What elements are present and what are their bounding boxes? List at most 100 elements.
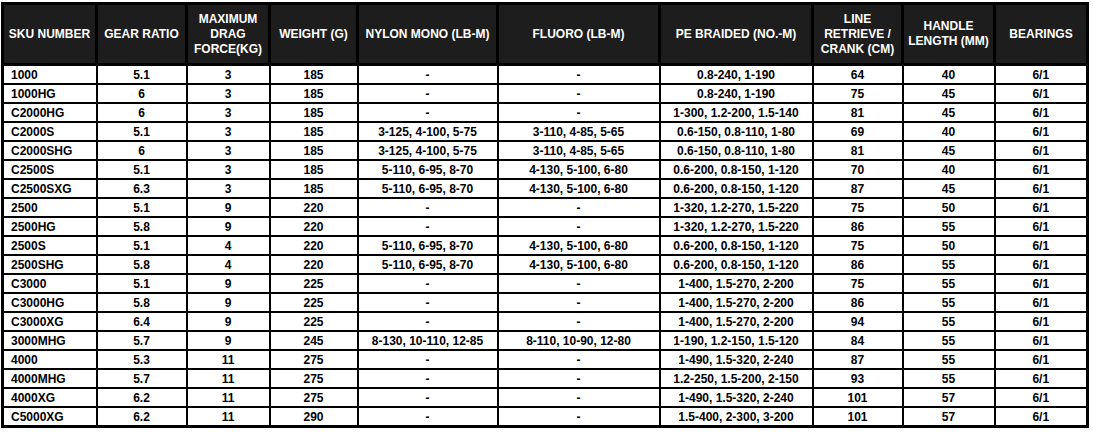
cell-max-drag: 9 [187, 312, 270, 331]
cell-line-retrieve: 84 [813, 331, 903, 350]
column-header-pe-braided: PE BRAIDED (NO.-M) [660, 4, 813, 65]
cell-nylon-mono: - [358, 350, 498, 369]
cell-weight: 220 [270, 217, 358, 236]
cell-handle-length: 57 [903, 388, 995, 407]
cell-gear-ratio: 5.8 [97, 293, 187, 312]
cell-nylon-mono: 5-110, 6-95, 8-70 [358, 160, 498, 179]
table-row: C3000HG5.89225--1-400, 1.5-270, 2-200865… [3, 293, 1088, 312]
cell-weight: 185 [270, 160, 358, 179]
table-row: 10005.13185--0.8-240, 1-19064406/1 [3, 65, 1088, 85]
header-row: SKU NUMBERGEAR RATIOMAXIMUM DRAG FORCE(K… [3, 4, 1088, 65]
cell-handle-length: 40 [903, 160, 995, 179]
cell-max-drag: 3 [187, 103, 270, 122]
cell-line-retrieve: 75 [813, 236, 903, 255]
cell-nylon-mono: 5-110, 6-95, 8-70 [358, 236, 498, 255]
cell-gear-ratio: 5.1 [97, 122, 187, 141]
cell-nylon-mono: - [358, 198, 498, 217]
cell-handle-length: 55 [903, 217, 995, 236]
cell-line-retrieve: 101 [813, 407, 903, 427]
cell-max-drag: 9 [187, 293, 270, 312]
cell-line-retrieve: 81 [813, 103, 903, 122]
cell-weight: 225 [270, 293, 358, 312]
cell-nylon-mono: - [358, 312, 498, 331]
cell-handle-length: 55 [903, 274, 995, 293]
cell-line-retrieve: 86 [813, 217, 903, 236]
cell-max-drag: 11 [187, 369, 270, 388]
cell-nylon-mono: 8-130, 10-110, 12-85 [358, 331, 498, 350]
cell-max-drag: 9 [187, 331, 270, 350]
table-body: 10005.13185--0.8-240, 1-19064406/11000HG… [3, 65, 1088, 427]
cell-line-retrieve: 69 [813, 122, 903, 141]
cell-fluoro: - [498, 84, 660, 103]
cell-line-retrieve: 87 [813, 350, 903, 369]
cell-bearings: 6/1 [995, 236, 1088, 255]
cell-fluoro: - [498, 407, 660, 427]
cell-line-retrieve: 75 [813, 198, 903, 217]
column-header-sku-number: SKU NUMBER [3, 4, 97, 65]
reel-spec-table: SKU NUMBERGEAR RATIOMAXIMUM DRAG FORCE(K… [1, 2, 1089, 428]
cell-weight: 220 [270, 255, 358, 274]
cell-weight: 245 [270, 331, 358, 350]
cell-pe-braided: 1.5-400, 2-300, 3-200 [660, 407, 813, 427]
cell-gear-ratio: 5.1 [97, 160, 187, 179]
cell-weight: 185 [270, 122, 358, 141]
cell-gear-ratio: 6 [97, 103, 187, 122]
cell-weight: 220 [270, 198, 358, 217]
cell-line-retrieve: 86 [813, 293, 903, 312]
cell-handle-length: 57 [903, 407, 995, 427]
cell-line-retrieve: 94 [813, 312, 903, 331]
cell-bearings: 6/1 [995, 179, 1088, 198]
cell-gear-ratio: 5.7 [97, 331, 187, 350]
cell-fluoro: - [498, 217, 660, 236]
cell-bearings: 6/1 [995, 255, 1088, 274]
cell-gear-ratio: 5.3 [97, 350, 187, 369]
cell-line-retrieve: 93 [813, 369, 903, 388]
cell-gear-ratio: 6.2 [97, 407, 187, 427]
cell-weight: 275 [270, 388, 358, 407]
cell-handle-length: 50 [903, 198, 995, 217]
cell-line-retrieve: 87 [813, 179, 903, 198]
cell-sku-number: C2500S [3, 160, 97, 179]
cell-bearings: 6/1 [995, 160, 1088, 179]
cell-line-retrieve: 75 [813, 274, 903, 293]
cell-weight: 185 [270, 84, 358, 103]
cell-sku-number: 2500HG [3, 217, 97, 236]
cell-max-drag: 11 [187, 350, 270, 369]
table-row: 4000MHG5.711275--1.2-250, 1.5-200, 2-150… [3, 369, 1088, 388]
cell-gear-ratio: 5.1 [97, 236, 187, 255]
cell-bearings: 6/1 [995, 198, 1088, 217]
cell-pe-braided: 1.2-250, 1.5-200, 2-150 [660, 369, 813, 388]
cell-nylon-mono: - [358, 65, 498, 85]
cell-handle-length: 40 [903, 122, 995, 141]
cell-gear-ratio: 6 [97, 84, 187, 103]
cell-max-drag: 4 [187, 236, 270, 255]
cell-gear-ratio: 5.1 [97, 198, 187, 217]
cell-handle-length: 45 [903, 179, 995, 198]
cell-handle-length: 45 [903, 103, 995, 122]
cell-nylon-mono: 3-125, 4-100, 5-75 [358, 122, 498, 141]
cell-pe-braided: 0.6-200, 0.8-150, 1-120 [660, 255, 813, 274]
cell-fluoro: - [498, 293, 660, 312]
cell-bearings: 6/1 [995, 274, 1088, 293]
cell-fluoro: - [498, 312, 660, 331]
cell-gear-ratio: 5.7 [97, 369, 187, 388]
table-row: C2000HG63185--1-300, 1.2-200, 1.5-140814… [3, 103, 1088, 122]
cell-fluoro: - [498, 198, 660, 217]
cell-line-retrieve: 64 [813, 65, 903, 85]
cell-fluoro: - [498, 103, 660, 122]
cell-fluoro: - [498, 350, 660, 369]
cell-pe-braided: 0.6-150, 0.8-110, 1-80 [660, 122, 813, 141]
cell-bearings: 6/1 [995, 122, 1088, 141]
cell-max-drag: 9 [187, 217, 270, 236]
cell-nylon-mono: - [358, 293, 498, 312]
cell-fluoro: 4-130, 5-100, 6-80 [498, 160, 660, 179]
cell-line-retrieve: 81 [813, 141, 903, 160]
cell-bearings: 6/1 [995, 293, 1088, 312]
table-row: C30005.19225--1-400, 1.5-270, 2-20075556… [3, 274, 1088, 293]
cell-gear-ratio: 5.1 [97, 65, 187, 85]
cell-weight: 275 [270, 350, 358, 369]
cell-fluoro: - [498, 65, 660, 85]
cell-handle-length: 50 [903, 236, 995, 255]
cell-sku-number: 2500S [3, 236, 97, 255]
cell-nylon-mono: 5-110, 6-95, 8-70 [358, 179, 498, 198]
